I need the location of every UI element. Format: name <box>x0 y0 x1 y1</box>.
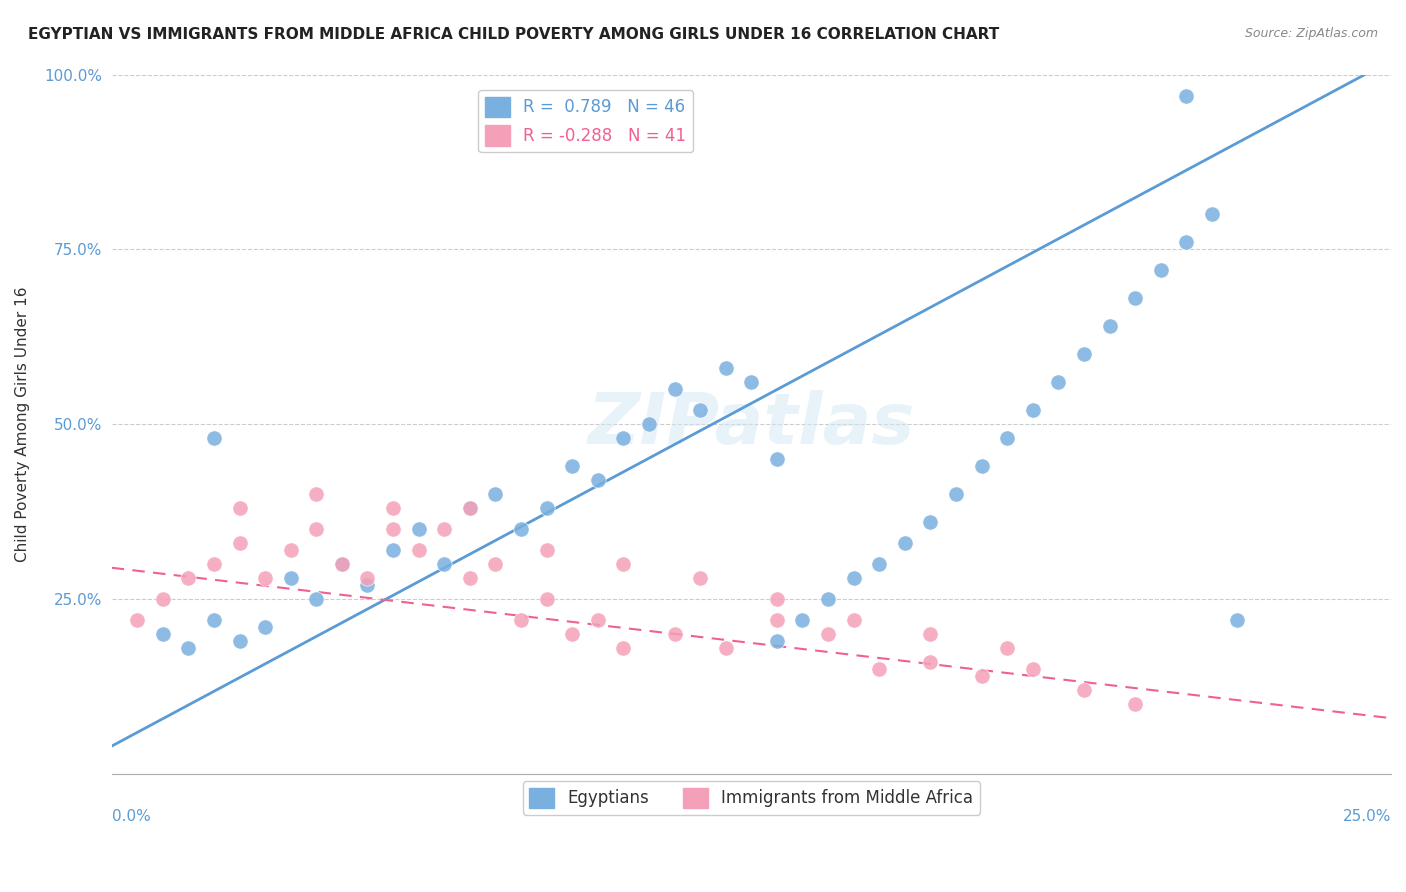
Point <box>458 501 481 516</box>
Point <box>842 571 865 585</box>
Point <box>894 536 917 550</box>
Point <box>177 641 200 656</box>
Point <box>408 543 430 558</box>
Point <box>689 571 711 585</box>
Legend: Egyptians, Immigrants from Middle Africa: Egyptians, Immigrants from Middle Africa <box>523 781 980 814</box>
Point <box>714 361 737 376</box>
Point <box>586 613 609 627</box>
Point <box>202 613 225 627</box>
Point <box>152 627 174 641</box>
Point <box>1073 683 1095 698</box>
Point <box>817 592 839 607</box>
Point <box>586 473 609 487</box>
Text: 25.0%: 25.0% <box>1343 809 1391 824</box>
Point <box>561 459 583 474</box>
Point <box>970 669 993 683</box>
Point <box>305 487 328 501</box>
Point <box>202 431 225 445</box>
Point <box>280 543 302 558</box>
Point <box>1175 235 1198 250</box>
Text: EGYPTIAN VS IMMIGRANTS FROM MIDDLE AFRICA CHILD POVERTY AMONG GIRLS UNDER 16 COR: EGYPTIAN VS IMMIGRANTS FROM MIDDLE AFRIC… <box>28 27 1000 42</box>
Point <box>664 627 686 641</box>
Point <box>792 613 814 627</box>
Point <box>945 487 967 501</box>
Point <box>1123 292 1146 306</box>
Point <box>382 522 405 536</box>
Point <box>714 641 737 656</box>
Point <box>766 452 789 467</box>
Point <box>127 613 149 627</box>
Point <box>433 522 456 536</box>
Point <box>510 522 533 536</box>
Point <box>536 592 558 607</box>
Point <box>305 522 328 536</box>
Point <box>1201 207 1223 221</box>
Point <box>305 592 328 607</box>
Point <box>1150 263 1173 277</box>
Point <box>228 634 250 648</box>
Point <box>817 627 839 641</box>
Text: 0.0%: 0.0% <box>111 809 150 824</box>
Point <box>330 558 353 572</box>
Point <box>995 641 1018 656</box>
Point <box>612 431 634 445</box>
Point <box>664 382 686 396</box>
Point <box>510 613 533 627</box>
Point <box>638 417 661 432</box>
Point <box>612 558 634 572</box>
Point <box>536 543 558 558</box>
Point <box>228 536 250 550</box>
Point <box>202 558 225 572</box>
Point <box>536 501 558 516</box>
Point <box>1175 88 1198 103</box>
Point <box>484 558 506 572</box>
Point <box>408 522 430 536</box>
Point <box>842 613 865 627</box>
Text: Source: ZipAtlas.com: Source: ZipAtlas.com <box>1244 27 1378 40</box>
Point <box>868 558 890 572</box>
Point <box>382 501 405 516</box>
Point <box>382 543 405 558</box>
Point <box>766 592 789 607</box>
Y-axis label: Child Poverty Among Girls Under 16: Child Poverty Among Girls Under 16 <box>15 286 30 562</box>
Point <box>561 627 583 641</box>
Point <box>920 655 942 669</box>
Point <box>356 571 378 585</box>
Point <box>1098 319 1121 334</box>
Point <box>254 620 277 634</box>
Point <box>920 516 942 530</box>
Point <box>280 571 302 585</box>
Point <box>356 578 378 592</box>
Point <box>689 403 711 417</box>
Point <box>433 558 456 572</box>
Point <box>1047 376 1070 390</box>
Point <box>920 627 942 641</box>
Point <box>766 634 789 648</box>
Point <box>1226 613 1249 627</box>
Point <box>970 459 993 474</box>
Point <box>868 662 890 676</box>
Point <box>1022 403 1045 417</box>
Point <box>458 501 481 516</box>
Point <box>995 431 1018 445</box>
Point <box>612 641 634 656</box>
Point <box>330 558 353 572</box>
Point <box>766 613 789 627</box>
Point <box>152 592 174 607</box>
Point <box>740 376 762 390</box>
Text: ZIPatlas: ZIPatlas <box>588 390 915 458</box>
Point <box>1073 347 1095 361</box>
Point <box>1022 662 1045 676</box>
Point <box>177 571 200 585</box>
Point <box>228 501 250 516</box>
Point <box>254 571 277 585</box>
Point <box>484 487 506 501</box>
Point <box>1123 697 1146 711</box>
Point <box>458 571 481 585</box>
